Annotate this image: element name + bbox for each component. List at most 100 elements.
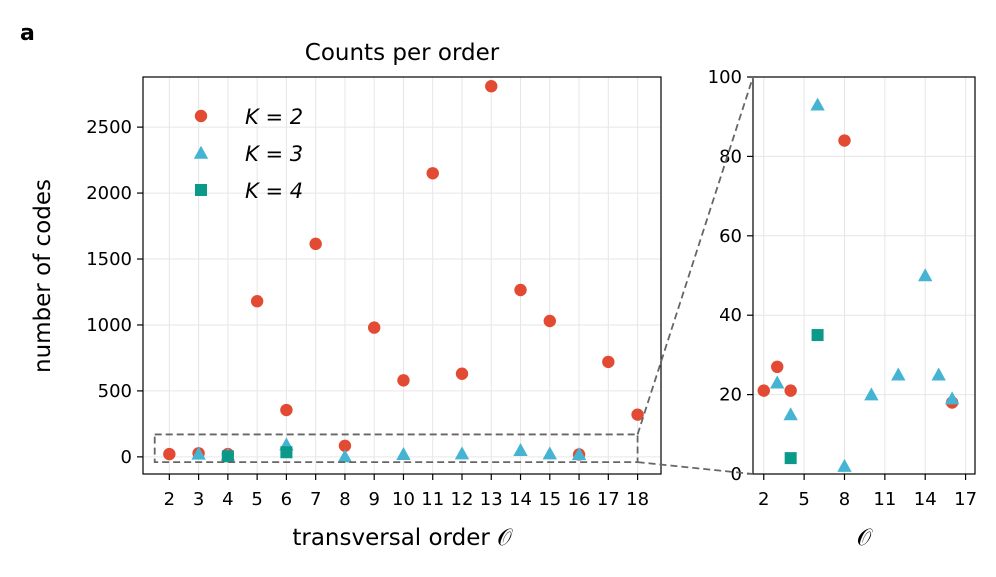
x-tick-label: 13 — [480, 489, 503, 510]
zoom-region-box — [153, 433, 639, 464]
data-point-triangle — [571, 447, 587, 461]
zoom-connector-bottom — [637, 461, 754, 475]
legend-entry-label: K = 2 — [245, 105, 303, 129]
x-tick-label: 4 — [222, 489, 233, 510]
data-point-circle — [514, 283, 527, 297]
data-point-triangle — [837, 458, 852, 472]
x-tick-label: 14 — [509, 489, 532, 510]
data-point-circle — [338, 439, 352, 452]
data-point-triangle — [513, 443, 528, 457]
legend-marker-circle — [194, 109, 208, 123]
panel-label: a — [20, 21, 35, 46]
data-point-triangle — [891, 367, 906, 381]
data-point-circle — [543, 314, 556, 328]
inset-data-marks — [757, 97, 960, 472]
data-point-circle — [163, 447, 176, 461]
y-tick-label: 60 — [719, 226, 742, 247]
data-point-triangle — [770, 375, 785, 389]
x-axis-label: transversal order 𝒪 — [292, 525, 513, 551]
inset-axes-frame — [752, 76, 976, 475]
data-point-circle — [784, 384, 797, 397]
data-point-circle — [309, 237, 322, 251]
y-tick-label: 0 — [731, 464, 742, 485]
y-tick-label: 100 — [708, 67, 742, 88]
data-point-circle — [367, 321, 381, 334]
main-data-marks — [163, 80, 644, 463]
x-tick-label: 6 — [281, 489, 292, 510]
data-point-circle — [455, 367, 469, 380]
data-point-circle — [771, 360, 784, 374]
data-point-triangle — [337, 449, 353, 463]
data-point-triangle — [931, 367, 946, 381]
y-tick-label: 1000 — [86, 315, 132, 336]
data-point-triangle — [864, 387, 879, 401]
y-tick-label: 80 — [719, 146, 742, 167]
y-tick-label: 2500 — [86, 117, 132, 138]
y-tick-label: 20 — [719, 385, 742, 406]
y-tick-label: 40 — [719, 305, 742, 326]
inset-x-axis-label: 𝒪 — [857, 525, 873, 551]
y-tick-label: 0 — [121, 447, 132, 468]
legend-marker-square — [195, 184, 207, 196]
x-tick-label: 15 — [538, 489, 561, 510]
y-axis-label: number of codes — [30, 179, 56, 373]
inset-grid — [753, 76, 975, 475]
data-point-circle — [602, 355, 615, 369]
data-point-square — [811, 329, 824, 342]
data-point-triangle — [542, 446, 557, 460]
data-point-circle — [838, 134, 851, 147]
x-tick-label: 11 — [421, 489, 444, 510]
x-tick-label: 17 — [597, 489, 620, 510]
x-tick-label: 11 — [873, 489, 896, 510]
zoom-indicator — [153, 76, 754, 475]
chart-title: Counts per order — [305, 40, 500, 66]
main-grid — [143, 77, 661, 474]
legend-entry-label: K = 4 — [245, 179, 303, 203]
data-point-circle — [631, 408, 644, 421]
data-point-triangle — [191, 446, 206, 460]
x-tick-label: 8 — [339, 489, 350, 510]
data-point-circle — [250, 295, 264, 308]
y-tick-label: 1500 — [86, 249, 132, 270]
data-point-triangle — [944, 391, 960, 405]
x-tick-label: 5 — [798, 489, 809, 510]
x-tick-label: 8 — [839, 489, 850, 510]
data-point-triangle — [396, 447, 411, 460]
x-tick-label: 5 — [251, 489, 262, 510]
data-point-square — [280, 446, 293, 459]
legend: K = 2 K = 3 K = 4 — [193, 105, 303, 203]
inset-ticks: 2 5 8 11 14 17 0 20 40 60 80 100 — [708, 67, 977, 510]
x-tick-label: 2 — [164, 489, 175, 510]
legend-marker-triangle — [193, 145, 209, 159]
data-point-circle — [426, 167, 439, 180]
x-tick-label: 12 — [451, 489, 474, 510]
data-point-triangle — [810, 97, 825, 111]
x-tick-label: 3 — [193, 489, 204, 510]
y-tick-label: 500 — [98, 381, 132, 402]
data-point-circle — [397, 374, 410, 387]
main-ticks: 2 3 4 5 6 7 8 9 10 11 12 13 14 15 16 17 18 0 500 1000 1500 20… — [86, 117, 649, 510]
data-point-circle — [485, 80, 498, 93]
data-point-circle — [757, 384, 770, 397]
x-tick-label: 17 — [954, 489, 977, 510]
x-tick-label: 7 — [310, 489, 321, 510]
main-axes-frame — [142, 76, 662, 475]
data-point-triangle — [783, 407, 798, 421]
x-tick-label: 18 — [626, 489, 649, 510]
legend-entry-label: K = 3 — [245, 142, 303, 166]
data-point-square — [784, 452, 797, 465]
main-scatter-panel: 2 3 4 5 6 7 8 9 10 11 12 13 14 15 16 17 18 0 500 1000 1500 20… — [30, 40, 662, 551]
data-point-circle — [280, 403, 293, 417]
x-tick-label: 14 — [914, 489, 937, 510]
x-tick-label: 10 — [392, 489, 415, 510]
y-tick-label: 2000 — [86, 183, 132, 204]
data-point-triangle — [454, 446, 470, 460]
zoom-connector-top — [636, 76, 754, 435]
data-point-triangle — [918, 268, 933, 282]
x-tick-label: 9 — [368, 489, 379, 510]
data-point-square — [221, 450, 234, 463]
inset-zoom-panel: 2 5 8 11 14 17 0 20 40 60 80 100 𝒪 — [708, 67, 977, 551]
x-tick-label: 2 — [758, 489, 769, 510]
